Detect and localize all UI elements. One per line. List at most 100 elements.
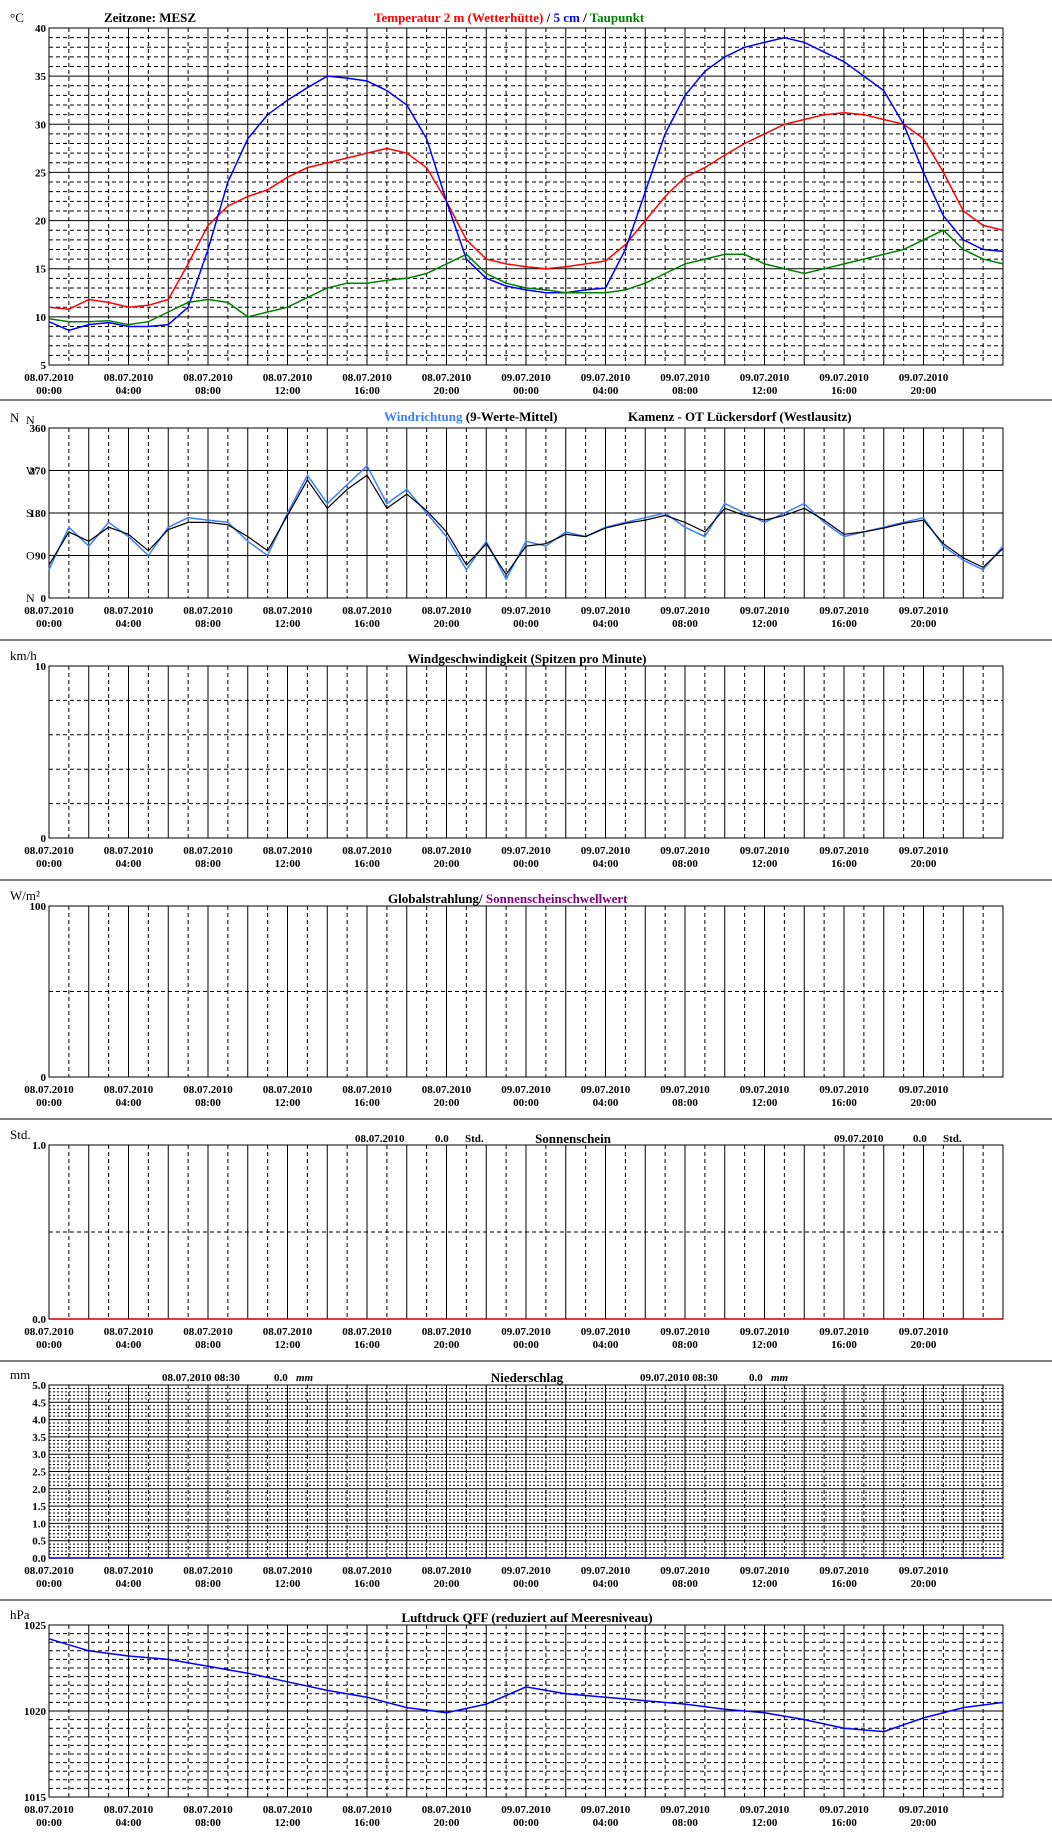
x-tick-time: 04:00 xyxy=(116,1339,142,1351)
x-tick-time: 00:00 xyxy=(513,618,539,630)
y-tick-label: 90 xyxy=(35,551,47,563)
x-tick-time: 04:00 xyxy=(116,618,142,630)
x-tick-time: 00:00 xyxy=(36,1339,62,1351)
x-tick-date: 09.07.2010 xyxy=(740,1804,790,1816)
x-tick-time: 20:00 xyxy=(434,1817,460,1829)
x-tick-time: 12:00 xyxy=(752,858,778,870)
x-tick-date: 08.07.2010 xyxy=(183,1084,233,1096)
x-tick-time: 08:00 xyxy=(672,1817,698,1829)
panel-temperature: 510152025303540°C08.07.201000:0008.07.20… xyxy=(10,10,1004,397)
title-part: Windrichtung xyxy=(384,409,463,424)
x-tick-date: 08.07.2010 xyxy=(183,1326,233,1338)
y-tick-label: 2.5 xyxy=(32,1467,46,1479)
x-tick-date: 08.07.2010 xyxy=(342,1084,392,1096)
compass-label: O xyxy=(26,549,35,563)
x-tick-time: 00:00 xyxy=(36,618,62,630)
x-tick-date: 08.07.2010 xyxy=(183,1565,233,1577)
x-tick-time: 08:00 xyxy=(195,1578,221,1590)
x-tick-date: 09.07.2010 xyxy=(660,1565,710,1577)
x-tick-date: 08.07.2010 xyxy=(24,1565,74,1577)
chart-title: Luftdruck QFF (reduziert auf Meeresnivea… xyxy=(401,1610,652,1625)
x-tick-time: 12:00 xyxy=(275,1578,301,1590)
x-tick-date: 08.07.2010 xyxy=(342,372,392,384)
x-tick-date: 09.07.2010 xyxy=(740,1326,790,1338)
y-tick-label: 270 xyxy=(30,466,47,478)
x-tick-date: 08.07.2010 xyxy=(104,845,154,857)
x-tick-date: 08.07.2010 xyxy=(24,1084,74,1096)
x-tick-date: 08.07.2010 xyxy=(263,1565,313,1577)
x-tick-date: 09.07.2010 xyxy=(740,372,790,384)
y-tick-label: 3.5 xyxy=(32,1432,46,1444)
unit-label: km/h xyxy=(10,648,37,663)
summary-date: 08.07.2010 08:30 xyxy=(162,1372,240,1384)
y-tick-label: 40 xyxy=(35,23,47,35)
x-tick-time: 04:00 xyxy=(593,618,619,630)
y-tick-label: 20 xyxy=(35,216,47,228)
chart-title: Windgeschwindigkeit (Spitzen pro Minute) xyxy=(408,651,647,666)
x-tick-time: 00:00 xyxy=(36,385,62,397)
unit-label: °C xyxy=(10,10,24,25)
x-tick-date: 08.07.2010 xyxy=(422,1565,472,1577)
x-tick-date: 08.07.2010 xyxy=(263,1804,313,1816)
compass-label: W xyxy=(26,464,38,478)
x-tick-date: 09.07.2010 xyxy=(819,1084,869,1096)
x-tick-date: 09.07.2010 xyxy=(501,1326,551,1338)
y-tick-label: 0 xyxy=(41,833,47,845)
x-tick-date: 09.07.2010 xyxy=(899,1326,949,1338)
x-tick-time: 04:00 xyxy=(593,1339,619,1351)
x-tick-time: 12:00 xyxy=(752,1097,778,1109)
x-tick-time: 16:00 xyxy=(831,1339,857,1351)
panel-pressure: 101510201025hPa08.07.201000:0008.07.2010… xyxy=(10,1607,1004,1829)
panel-wind_speed: 010km/h08.07.201000:0008.07.201004:0008.… xyxy=(10,648,1004,870)
timezone-label: Zeitzone: MESZ xyxy=(104,10,196,25)
x-tick-date: 09.07.2010 xyxy=(740,1565,790,1577)
x-tick-time: 20:00 xyxy=(911,1097,937,1109)
summary-unit: mm xyxy=(771,1372,789,1384)
x-tick-time: 08:00 xyxy=(672,1339,698,1351)
compass-label: S xyxy=(26,506,33,520)
x-tick-time: 12:00 xyxy=(752,1339,778,1351)
y-tick-label: 10 xyxy=(35,312,47,324)
x-tick-date: 09.07.2010 xyxy=(581,845,631,857)
x-tick-time: 20:00 xyxy=(434,1578,460,1590)
x-tick-time: 16:00 xyxy=(354,618,380,630)
compass-label: N xyxy=(26,413,35,427)
x-tick-time: 00:00 xyxy=(36,1578,62,1590)
x-tick-date: 09.07.2010 xyxy=(899,1084,949,1096)
x-tick-date: 08.07.2010 xyxy=(183,1804,233,1816)
x-tick-time: 20:00 xyxy=(434,618,460,630)
y-tick-label: 0.0 xyxy=(32,1314,46,1326)
unit-label: Std. xyxy=(10,1127,31,1142)
title-part: (9-Werte-Mittel) xyxy=(463,409,558,424)
y-tick-label: 0 xyxy=(41,1072,47,1084)
x-tick-time: 08:00 xyxy=(195,1097,221,1109)
x-tick-time: 12:00 xyxy=(275,1817,301,1829)
series-line-winddir xyxy=(48,464,1004,581)
x-tick-date: 09.07.2010 xyxy=(581,1565,631,1577)
x-tick-time: 08:00 xyxy=(195,1339,221,1351)
y-tick-label: 35 xyxy=(35,71,47,83)
y-tick-label: 30 xyxy=(35,119,47,131)
x-tick-date: 09.07.2010 xyxy=(501,372,551,384)
y-tick-label: 2.0 xyxy=(32,1484,46,1496)
y-tick-label: 1.0 xyxy=(32,1518,46,1530)
x-tick-time: 20:00 xyxy=(911,1817,937,1829)
x-tick-date: 08.07.2010 xyxy=(422,1084,472,1096)
x-tick-time: 08:00 xyxy=(195,385,221,397)
x-tick-date: 08.07.2010 xyxy=(342,1326,392,1338)
panel-sunshine: 0.01.0Std.08.07.201000:0008.07.201004:00… xyxy=(10,1127,1004,1351)
x-tick-date: 08.07.2010 xyxy=(342,845,392,857)
x-tick-time: 04:00 xyxy=(116,385,142,397)
x-tick-date: 09.07.2010 xyxy=(899,605,949,617)
x-tick-date: 09.07.2010 xyxy=(501,1565,551,1577)
x-tick-date: 08.07.2010 xyxy=(263,605,313,617)
unit-label: N xyxy=(10,410,20,425)
x-tick-date: 08.07.2010 xyxy=(104,1084,154,1096)
series-line-winddir_avg xyxy=(48,474,1004,576)
x-tick-date: 09.07.2010 xyxy=(819,605,869,617)
x-tick-date: 08.07.2010 xyxy=(263,1326,313,1338)
x-tick-date: 09.07.2010 xyxy=(501,845,551,857)
x-tick-time: 04:00 xyxy=(593,1817,619,1829)
x-tick-time: 04:00 xyxy=(116,858,142,870)
x-tick-date: 09.07.2010 xyxy=(581,1084,631,1096)
